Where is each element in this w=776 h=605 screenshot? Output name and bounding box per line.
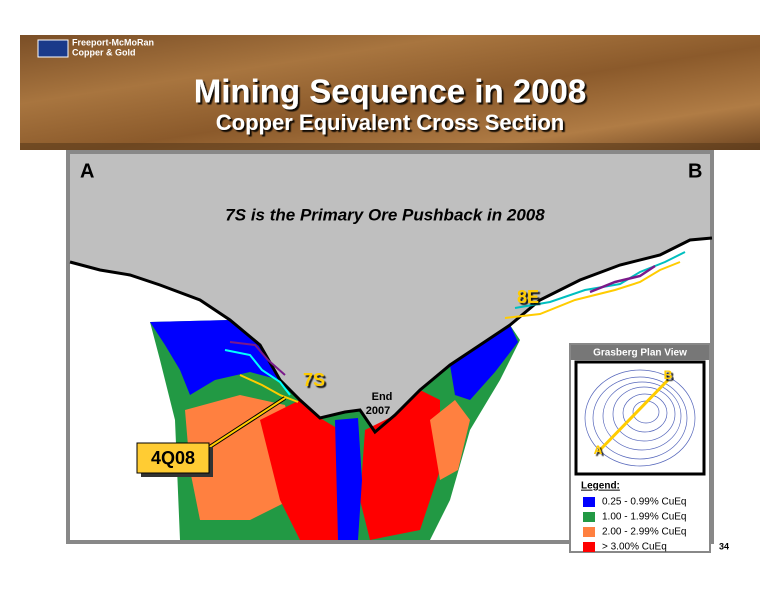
legend-swatch (583, 512, 595, 522)
page-number: 34 (719, 541, 729, 551)
inset-point-b: B (664, 368, 673, 382)
legend-swatch (583, 527, 595, 537)
label-7s: 7S (303, 370, 325, 390)
pushback-line (229, 341, 286, 376)
logo-line1: Freeport-McMoRan (72, 37, 154, 47)
legend-title: Legend: (581, 481, 620, 492)
legend-swatch (583, 542, 595, 552)
pushback-line (224, 349, 291, 396)
legend-swatch (583, 497, 595, 507)
pit-outline (69, 236, 713, 435)
inset-section-line (596, 378, 670, 454)
pushback-line (514, 251, 686, 309)
inset-point-a: A (594, 443, 603, 457)
callout-box (136, 442, 210, 474)
pushback-line (589, 264, 656, 294)
legend: 0.25 - 0.99% CuEq 1.00 - 1.99% CuEq 2.00 -… (583, 497, 687, 553)
legend-label: 2.00 - 2.99% CuEq (602, 527, 687, 538)
header-banner (20, 35, 760, 150)
label-8e: 8E (517, 287, 539, 307)
callout-line (207, 397, 286, 449)
pushback-line (239, 374, 299, 403)
end-2007-line2: 2007 (366, 405, 390, 417)
end-2007-line1: End (372, 391, 393, 403)
header-edge (20, 143, 760, 150)
legend-label: 1.00 - 1.99% CuEq (602, 512, 687, 523)
ore-body (150, 320, 520, 540)
title: Mining Sequence in 2008 (194, 73, 586, 110)
end-label-a: A (80, 160, 94, 182)
air-zone (70, 154, 710, 432)
logo-mark (37, 39, 69, 58)
headline: 7S is the Primary Ore Pushback in 2008 (225, 205, 545, 224)
logo-line2: Copper & Gold (72, 47, 136, 57)
inset-map (574, 360, 706, 476)
inset-title: Grasberg Plan View (593, 348, 687, 359)
label-4q08: 4Q08 (151, 448, 195, 468)
inset-contours (584, 369, 696, 467)
inset-header (571, 345, 709, 360)
pushback-line (504, 261, 681, 319)
legend-label: > 3.00% CuEq (602, 542, 667, 553)
end-label-b: B (688, 160, 702, 182)
subtitle: Copper Equivalent Cross Section (216, 110, 564, 135)
legend-label: 0.25 - 0.99% CuEq (602, 497, 687, 508)
